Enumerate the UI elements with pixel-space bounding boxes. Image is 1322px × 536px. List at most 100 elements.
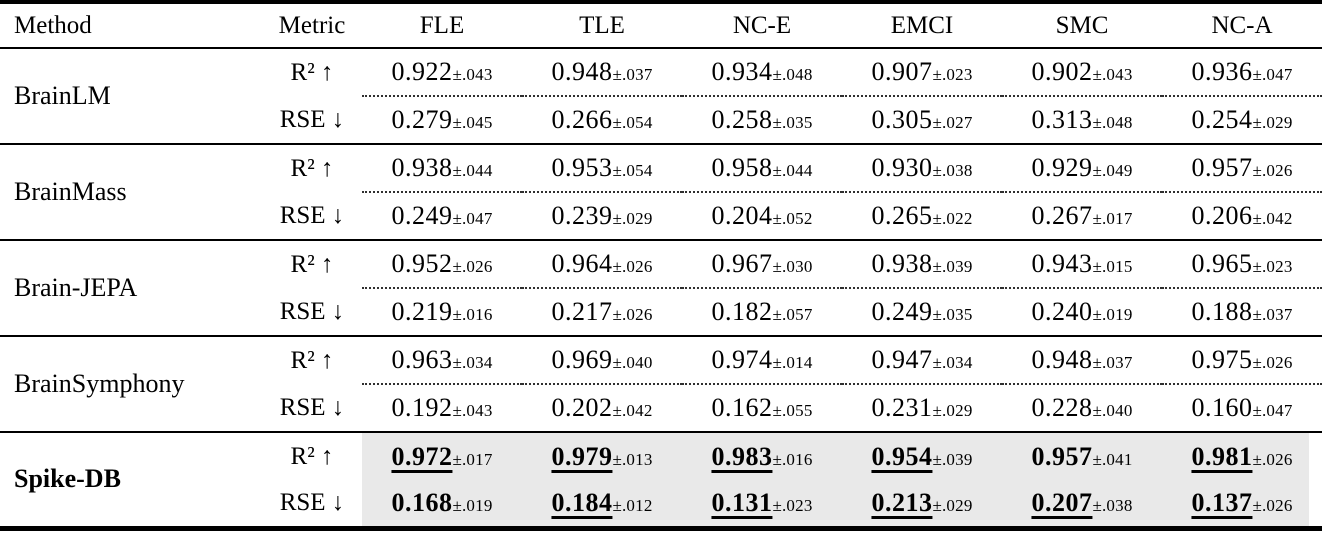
- value-cell: 0.967±.030: [682, 239, 842, 289]
- value-stddev: ±.039: [932, 449, 973, 469]
- table-row: BrainSymphony R² ↑ 0.963±.034 0.969±.040 0.9…: [0, 335, 1322, 432]
- value-stddev: ±.042: [612, 401, 653, 420]
- value-cell: 0.217±.026: [522, 288, 682, 336]
- value-main: 0.969: [551, 345, 613, 374]
- value-main: 0.981: [1191, 441, 1253, 471]
- value-main: 0.902: [1031, 57, 1093, 86]
- value-main: 0.930: [871, 153, 933, 182]
- value-cell: 0.231±.029: [842, 384, 1002, 432]
- table-row: Brain-JEPA R² ↑ 0.952±.026 0.964±.026 0.967±…: [0, 239, 1322, 336]
- value-stddev: ±.044: [452, 161, 493, 180]
- table-row: BrainLM R² ↑ 0.922±.043 0.948±.037 0.934±.04…: [0, 47, 1322, 144]
- value-stddev: ±.026: [1252, 353, 1293, 372]
- value-main: 0.974: [711, 345, 773, 374]
- value-stddev: ±.016: [772, 449, 813, 469]
- value-stddev: ±.042: [1252, 209, 1293, 228]
- value-stddev: ±.026: [1252, 161, 1293, 180]
- value-cell: 0.948±.037: [522, 47, 682, 97]
- value-cell: 0.162±.055: [682, 384, 842, 432]
- value-main: 0.168: [391, 487, 453, 517]
- value-main: 0.936: [1191, 57, 1253, 86]
- value-stddev: ±.055: [772, 401, 813, 420]
- value-cell: 0.930±.038: [842, 143, 1002, 193]
- value-cell: 0.266±.054: [522, 96, 682, 144]
- value-cell: 0.983±.016: [682, 431, 842, 480]
- header-cell-tle: TLE: [522, 2, 682, 49]
- table-body: BrainLM R² ↑ 0.922±.043 0.948±.037 0.934±.04…: [0, 47, 1322, 528]
- value-cell: 0.228±.040: [1002, 384, 1162, 432]
- table-row: RSE ↓ 0.219±.016 0.217±.026 0.182±.057 0.249…: [0, 288, 1322, 336]
- header-cell-metric: Metric: [262, 2, 362, 49]
- value-stddev: ±.026: [612, 257, 653, 276]
- value-main: 0.953: [551, 153, 613, 182]
- value-main: 0.957: [1031, 441, 1093, 471]
- value-main: 0.963: [391, 345, 453, 374]
- value-cell: 0.184±.012: [522, 480, 682, 528]
- value-main: 0.958: [711, 153, 773, 182]
- value-main: 0.983: [711, 441, 773, 471]
- value-main: 0.948: [1031, 345, 1093, 374]
- value-stddev: ±.043: [452, 401, 493, 420]
- value-main: 0.217: [551, 297, 613, 326]
- value-cell: 0.922±.043: [362, 47, 522, 97]
- method-name-cell: Brain-JEPA: [0, 239, 262, 336]
- value-main: 0.972: [391, 441, 453, 471]
- value-stddev: ±.037: [612, 65, 653, 84]
- value-main: 0.182: [711, 297, 773, 326]
- value-stddev: ±.019: [1092, 305, 1133, 324]
- value-cell: 0.267±.017: [1002, 192, 1162, 240]
- value-stddev: ±.016: [452, 305, 493, 324]
- method-name-cell: BrainMass: [0, 143, 262, 240]
- value-stddev: ±.057: [772, 305, 813, 324]
- value-cell: 0.258±.035: [682, 96, 842, 144]
- value-cell: 0.265±.022: [842, 192, 1002, 240]
- value-stddev: ±.013: [612, 449, 653, 469]
- value-stddev: ±.026: [1252, 495, 1293, 515]
- value-cell: 0.313±.048: [1002, 96, 1162, 144]
- metric-cell: RSE ↓: [279, 297, 345, 325]
- value-main: 0.228: [1031, 393, 1093, 422]
- value-main: 0.267: [1031, 201, 1093, 230]
- table-row: BrainMass R² ↑ 0.938±.044 0.953±.054 0.958±.…: [0, 143, 1322, 240]
- value-stddev: ±.037: [1252, 305, 1293, 324]
- value-cell: 0.206±.042: [1162, 192, 1322, 240]
- value-cell: 0.947±.034: [842, 335, 1002, 385]
- table-row: RSE ↓ 0.279±.045 0.266±.054 0.258±.035 0.305…: [0, 96, 1322, 144]
- value-stddev: ±.047: [1252, 401, 1293, 420]
- value-main: 0.967: [711, 249, 773, 278]
- value-stddev: ±.029: [932, 401, 973, 420]
- metric-cell: RSE ↓: [279, 488, 345, 516]
- method-name-cell: BrainLM: [0, 47, 262, 144]
- value-main: 0.160: [1191, 393, 1253, 422]
- value-cell: 0.219±.016: [362, 288, 522, 336]
- value-main: 0.948: [551, 57, 613, 86]
- value-cell: 0.969±.040: [522, 335, 682, 385]
- metric-cell: R² ↑: [262, 335, 362, 384]
- value-stddev: ±.029: [612, 209, 653, 228]
- value-stddev: ±.039: [932, 257, 973, 276]
- value-main: 0.202: [551, 393, 613, 422]
- value-main: 0.266: [551, 105, 613, 134]
- value-stddev: ±.038: [932, 161, 973, 180]
- value-cell: 0.929±.049: [1002, 143, 1162, 193]
- table-header-row: Method Metric FLE TLE NC-E EMCI SMC NC-A: [0, 2, 1322, 49]
- value-cell: 0.213±.029: [842, 480, 1002, 528]
- value-cell: 0.957±.041: [1002, 431, 1162, 480]
- value-stddev: ±.035: [772, 113, 813, 132]
- table-row: Spike-DB R² ↑ 0.972±.017 0.979±.013 0.983±.0…: [0, 431, 1322, 528]
- value-main: 0.947: [871, 345, 933, 374]
- value-main: 0.313: [1031, 105, 1093, 134]
- value-cell: 0.168±.019: [362, 480, 522, 528]
- value-cell: 0.957±.026: [1162, 143, 1322, 193]
- value-cell: 0.254±.029: [1162, 96, 1322, 144]
- value-main: 0.279: [391, 105, 453, 134]
- metric-cell: RSE ↓: [279, 105, 345, 133]
- value-stddev: ±.026: [1252, 449, 1293, 469]
- value-main: 0.938: [391, 153, 453, 182]
- value-cell: 0.954±.039: [842, 431, 1002, 480]
- value-main: 0.206: [1191, 201, 1253, 230]
- value-main: 0.254: [1191, 105, 1253, 134]
- value-stddev: ±.015: [1092, 257, 1133, 276]
- value-cell: 0.936±.047: [1162, 47, 1322, 97]
